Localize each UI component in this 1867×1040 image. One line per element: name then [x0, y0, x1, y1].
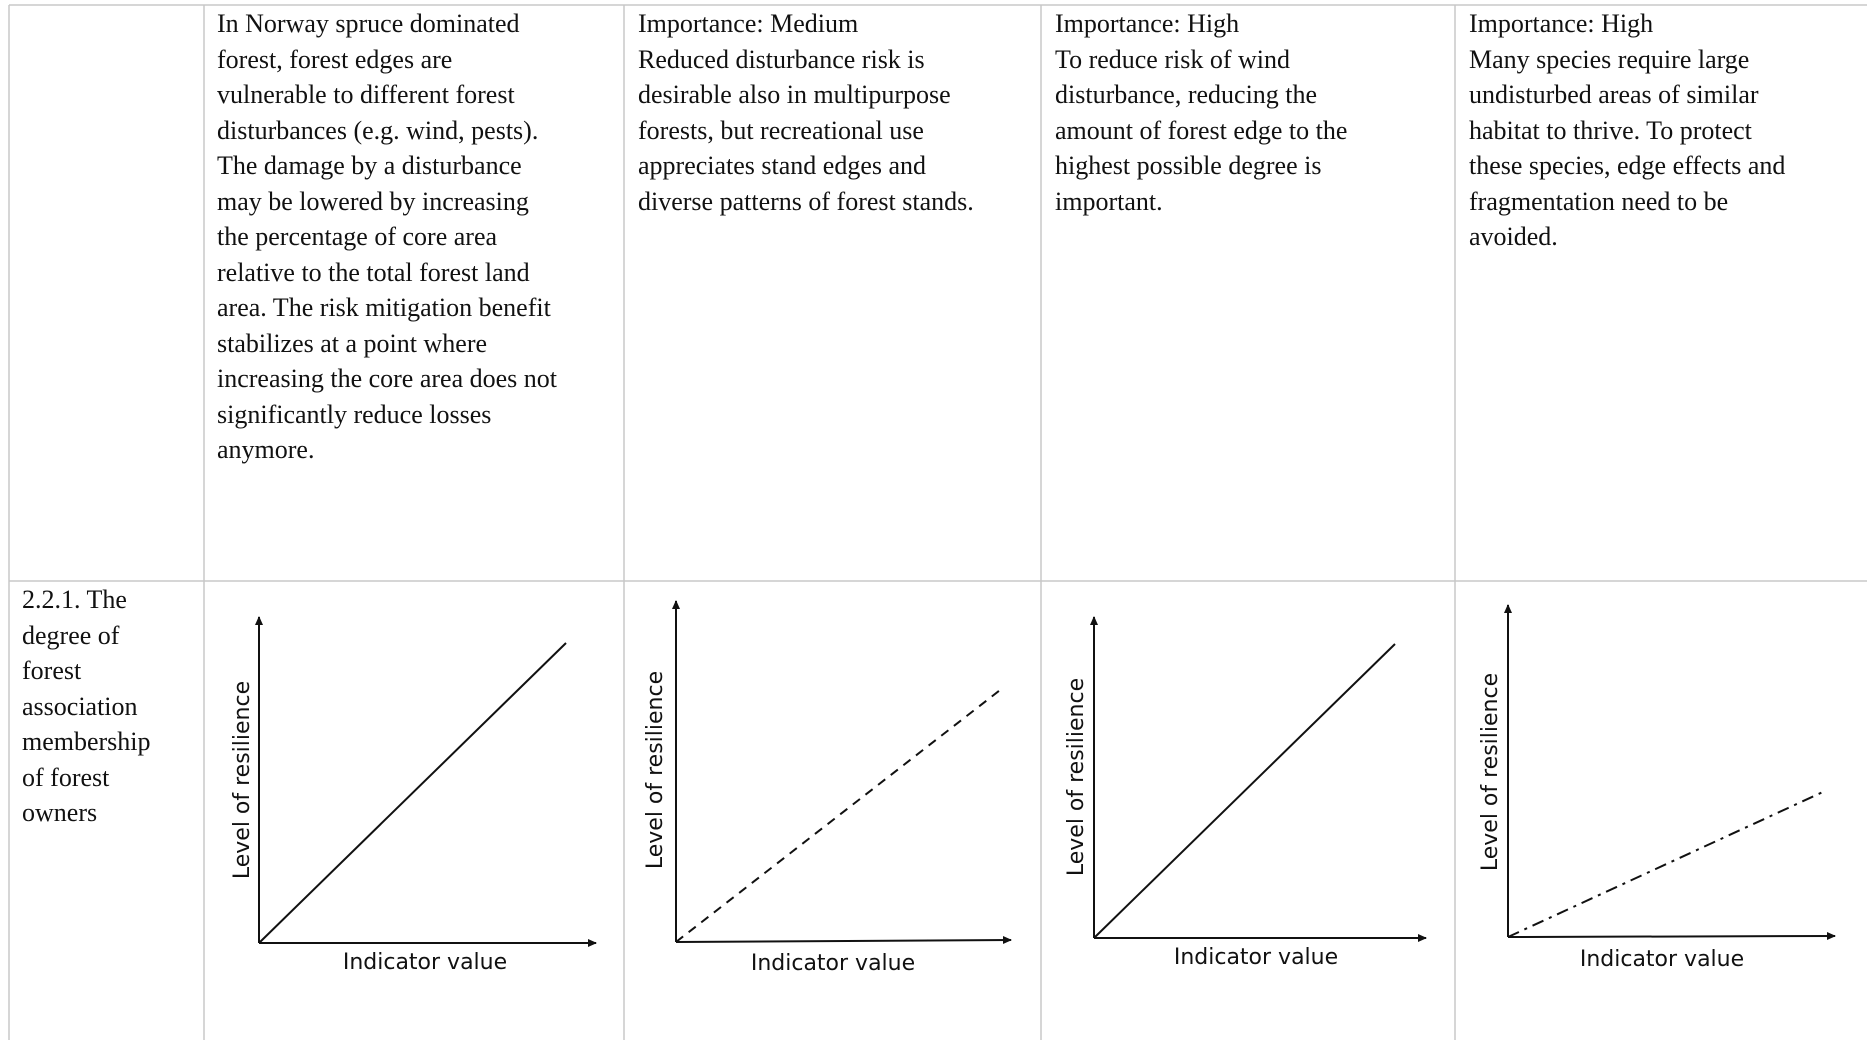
graph-1-trend-line	[258, 642, 567, 944]
graph-1: Indicator value Level of resilience	[230, 616, 597, 975]
graph-1-xlabel: Indicator value	[343, 950, 507, 975]
graph-4-xlabel: Indicator value	[1580, 947, 1744, 972]
row1-col2-text: In Norway spruce dominated forest, fores…	[217, 9, 558, 464]
graph-4-ylabel: Level of resilience	[1478, 673, 1503, 871]
graph-3-xlabel: Indicator value	[1174, 945, 1338, 970]
graph-4-x-axis	[1507, 932, 1836, 941]
graph-3-ylabel: Level of resilience	[1064, 678, 1089, 876]
graph-2-xlabel: Indicator value	[751, 951, 915, 976]
graph-4: Indicator value Level of resilience	[1478, 604, 1836, 972]
row1-col3-text: Importance: Medium Reduced disturbance r…	[638, 9, 974, 216]
row1-col4-text: Importance: High To reduce risk of wind …	[1055, 9, 1348, 216]
graph-3-trend-line	[1093, 643, 1396, 939]
graph-1-ylabel: Level of resilience	[230, 681, 255, 879]
graph-3: Indicator value Level of resilience	[1064, 616, 1427, 970]
row1-col5-text: Importance: High Many species require la…	[1469, 9, 1786, 251]
row2-indicator-label: 2.2.1. The degree of forest association …	[22, 585, 151, 827]
graph-4-trend-line	[1507, 790, 1826, 938]
graph-2-x-axis	[675, 936, 1012, 945]
graph-2-ylabel: Level of resilience	[643, 671, 668, 869]
graph-2-trend-line	[675, 686, 1005, 943]
graph-2: Indicator value Level of resilience	[643, 600, 1012, 976]
